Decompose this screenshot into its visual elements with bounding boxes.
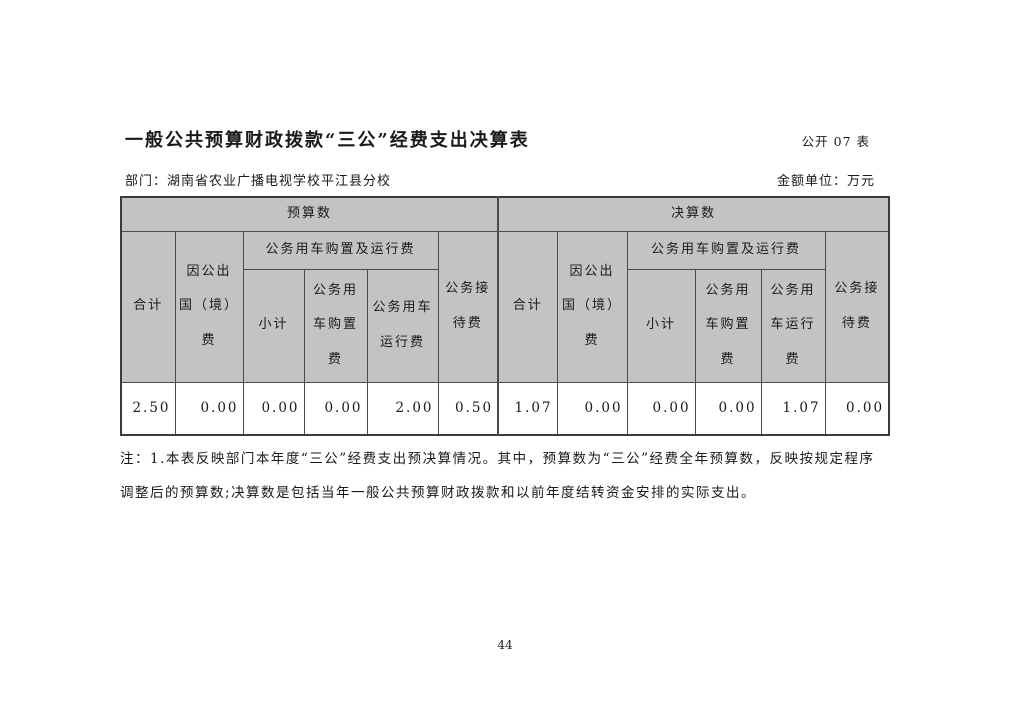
final-reception-value: 0.00 — [824, 381, 890, 436]
budget-abroad-header: 因公出 国（境） 费 — [174, 230, 244, 383]
final-section-header: 决算数 — [497, 196, 890, 232]
final-total-value: 1.07 — [497, 381, 558, 436]
budget-abroad-value: 0.00 — [174, 381, 244, 436]
budget-vehicle-operation-header: 公务用车 运行费 — [366, 268, 439, 383]
final-abroad-header: 因公出 国（境） 费 — [556, 230, 628, 383]
final-vehicle-purchase-value: 0.00 — [694, 381, 762, 436]
department-label: 部门：湖南省农业广播电视学校平江县分校 — [125, 174, 392, 189]
final-vehicle-operation-value: 1.07 — [760, 381, 826, 436]
unit-label: 金额单位：万元 — [776, 174, 875, 189]
budget-reception-header: 公务接 待费 — [437, 230, 499, 383]
budget-vehicle-purchase-value: 0.00 — [303, 381, 368, 436]
table-note: 注：1.本表反映部门本年度“三公”经费支出预决算情况。其中，预算数为“三公”经费… — [120, 443, 900, 510]
final-vehicle-operation-header: 公务用 车运行 费 — [760, 268, 826, 383]
table-data-row: 2.50 0.00 0.00 0.00 2.00 0.50 1.07 0.00 … — [120, 381, 890, 436]
final-vehicle-subtotal-value: 0.00 — [626, 381, 696, 436]
budget-total-header: 合计 — [120, 230, 176, 383]
page-title: 一般公共预算财政拨款“三公”经费支出决算表 — [125, 130, 530, 151]
final-abroad-value: 0.00 — [556, 381, 628, 436]
page-number: 44 — [497, 638, 513, 652]
budget-total-value: 2.50 — [120, 381, 176, 436]
budget-vehicle-group-header: 公务用车购置及运行费 — [242, 230, 439, 270]
form-code-label: 公开 07 表 — [801, 134, 870, 149]
budget-vehicle-purchase-header: 公务用 车购置 费 — [303, 268, 368, 383]
budget-vehicle-operation-value: 2.00 — [366, 381, 439, 436]
budget-reception-value: 0.50 — [437, 381, 499, 436]
final-total-header: 合计 — [497, 230, 558, 383]
note-line-1: 注：1.本表反映部门本年度“三公”经费支出预决算情况。其中，预算数为“三公”经费… — [120, 451, 875, 467]
budget-section-header: 预算数 — [120, 196, 499, 232]
budget-vehicle-subtotal-header: 小计 — [242, 268, 305, 383]
three-public-expense-table: 预算数 决算数 合计 因公出 国（境） 费 公务用车购置及运行费 公务接 待费 … — [120, 196, 891, 436]
final-vehicle-group-header: 公务用车购置及运行费 — [626, 230, 826, 270]
final-vehicle-subtotal-header: 小计 — [626, 268, 696, 383]
final-vehicle-purchase-header: 公务用 车购置 费 — [694, 268, 762, 383]
final-reception-header: 公务接 待费 — [824, 230, 890, 383]
budget-vehicle-subtotal-value: 0.00 — [242, 381, 305, 436]
note-line-2: 调整后的预算数;决算数是包括当年一般公共预算财政拨款和以前年度结转资金安排的实际… — [120, 484, 757, 501]
